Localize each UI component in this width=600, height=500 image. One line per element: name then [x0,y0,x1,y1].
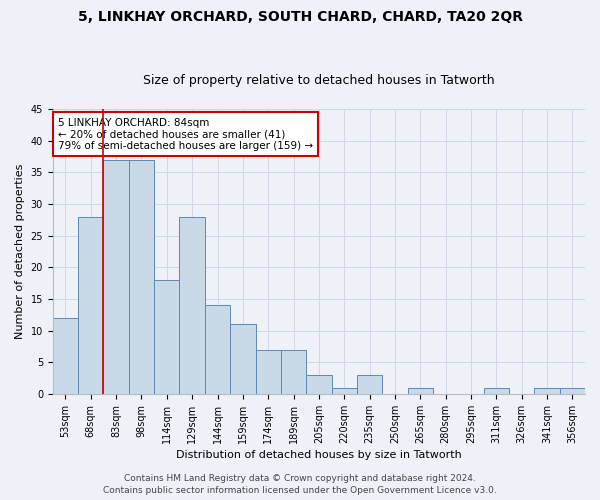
Bar [103,160,129,394]
Title: Size of property relative to detached houses in Tatworth: Size of property relative to detached ho… [143,74,495,87]
Bar [230,324,256,394]
Bar [129,160,154,394]
Bar [484,388,509,394]
Bar [560,388,585,394]
Bar [407,388,433,394]
Bar [205,306,230,394]
Bar [306,375,332,394]
Bar [357,375,382,394]
X-axis label: Distribution of detached houses by size in Tatworth: Distribution of detached houses by size … [176,450,462,460]
Bar [53,318,78,394]
Bar [179,216,205,394]
Text: Contains HM Land Registry data © Crown copyright and database right 2024.
Contai: Contains HM Land Registry data © Crown c… [103,474,497,495]
Bar [535,388,560,394]
Bar [154,280,179,394]
Bar [332,388,357,394]
Y-axis label: Number of detached properties: Number of detached properties [15,164,25,339]
Bar [256,350,281,394]
Bar [78,216,103,394]
Bar [281,350,306,394]
Text: 5 LINKHAY ORCHARD: 84sqm
← 20% of detached houses are smaller (41)
79% of semi-d: 5 LINKHAY ORCHARD: 84sqm ← 20% of detach… [58,118,313,150]
Text: 5, LINKHAY ORCHARD, SOUTH CHARD, CHARD, TA20 2QR: 5, LINKHAY ORCHARD, SOUTH CHARD, CHARD, … [77,10,523,24]
